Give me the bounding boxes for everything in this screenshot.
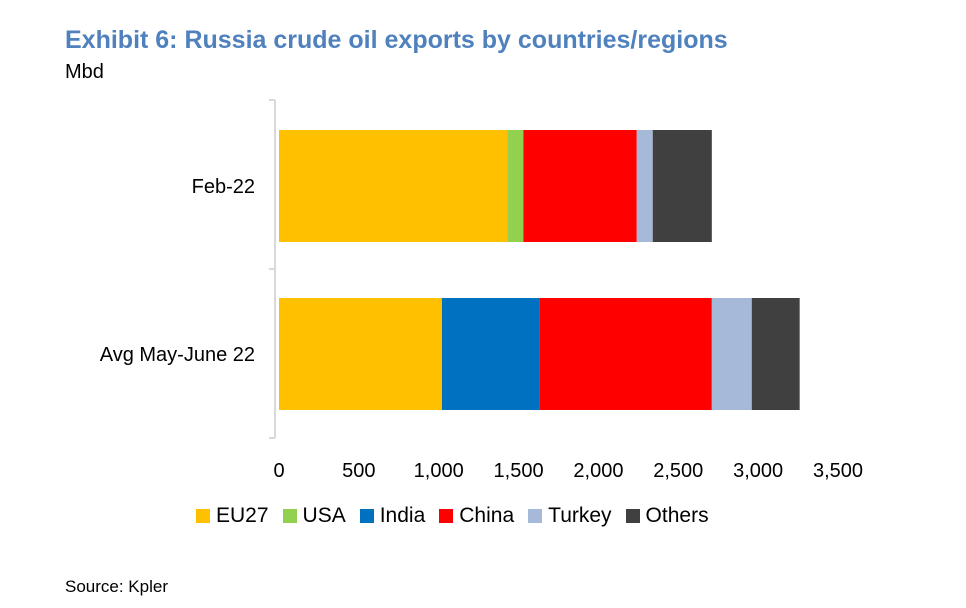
chart-title: Exhibit 6: Russia crude oil exports by c… bbox=[65, 26, 728, 54]
bar-chart: Feb-22 Avg May-June 22 0 500 1,000 1,500 2,000… bbox=[100, 99, 863, 482]
bar-usa-1 bbox=[507, 130, 524, 242]
legend-label: China bbox=[459, 504, 515, 527]
x-tick-label: 3,000 bbox=[733, 460, 783, 482]
chart-legend: EU27 USA India China Turkey Others bbox=[196, 504, 723, 528]
source-note: Source: Kpler bbox=[65, 577, 168, 596]
unit-label: Mbd bbox=[65, 61, 104, 83]
legend-swatch bbox=[439, 509, 454, 523]
bar-china-2 bbox=[539, 298, 712, 410]
x-tick-label: 2,500 bbox=[653, 460, 703, 482]
legend-label: India bbox=[379, 504, 426, 527]
x-tick-label: 1,000 bbox=[414, 460, 464, 482]
legend-item-china: China bbox=[439, 504, 514, 528]
legend-label: EU27 bbox=[216, 504, 269, 527]
legend-label: Others bbox=[645, 504, 709, 527]
bar-india-2 bbox=[441, 298, 540, 410]
bar-turkey-2 bbox=[711, 298, 752, 410]
x-tick-label: 2,000 bbox=[573, 460, 623, 482]
x-tick-label: 3,500 bbox=[813, 460, 863, 482]
bar-china-1 bbox=[523, 130, 637, 242]
x-tick-label: 1,500 bbox=[494, 460, 544, 482]
category-label: Avg May-June 22 bbox=[100, 344, 255, 366]
legend-item-india: India bbox=[359, 504, 426, 528]
x-tick-label: 500 bbox=[342, 460, 375, 482]
legend-swatch bbox=[528, 509, 543, 523]
bar-turkey-1 bbox=[636, 130, 653, 242]
legend-item-eu27: EU27 bbox=[196, 504, 269, 528]
category-label: Feb-22 bbox=[192, 176, 255, 198]
bar-eu27-2 bbox=[279, 298, 442, 410]
legend-swatch bbox=[359, 509, 374, 523]
legend-swatch bbox=[196, 509, 210, 523]
legend-item-others: Others bbox=[625, 504, 709, 528]
legend-label: USA bbox=[302, 504, 346, 527]
legend-swatch bbox=[625, 509, 640, 523]
x-tick-label: 0 bbox=[273, 460, 284, 482]
legend-label: Turkey bbox=[548, 504, 612, 527]
bar-others-1 bbox=[652, 130, 712, 242]
bar-eu27-1 bbox=[279, 130, 508, 242]
bar-others-2 bbox=[751, 298, 800, 410]
legend-swatch bbox=[282, 509, 297, 523]
legend-item-turkey: Turkey bbox=[528, 504, 612, 528]
legend-item-usa: USA bbox=[282, 504, 346, 528]
